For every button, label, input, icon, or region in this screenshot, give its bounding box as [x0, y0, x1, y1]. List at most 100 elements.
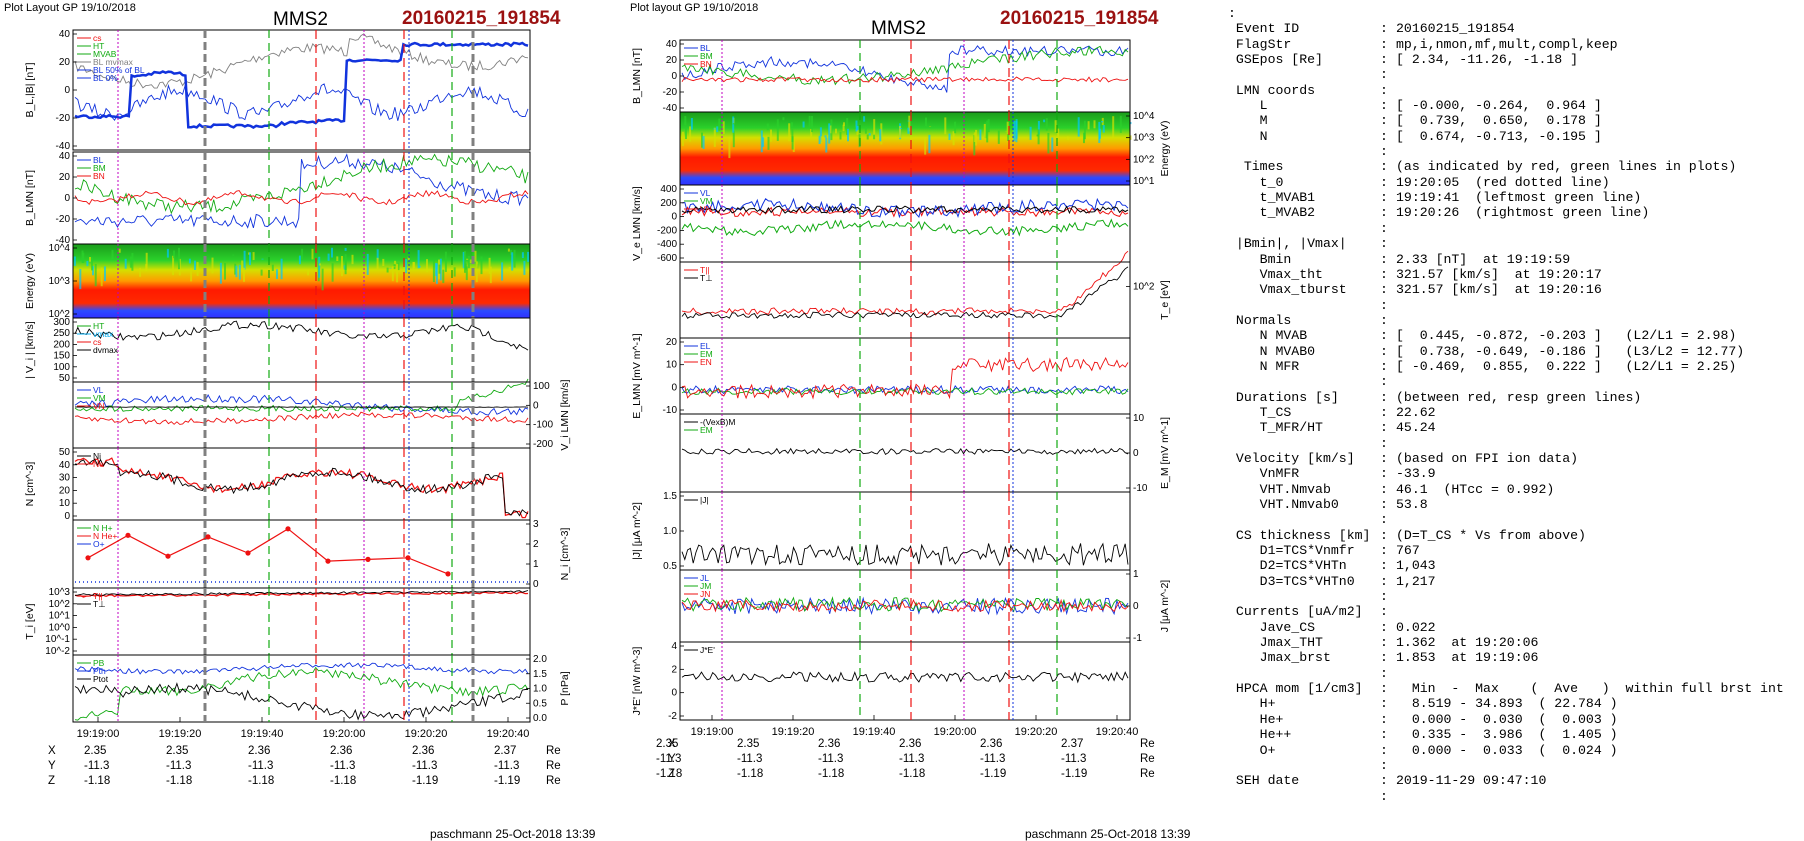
left-panel-8-tick-label: 10^3 — [49, 587, 71, 598]
left-density-point — [165, 553, 171, 559]
coord-label: Z — [668, 768, 676, 780]
left-panel-4-trace-1 — [74, 320, 529, 351]
info-line: Event ID:20160215_191854 — [1228, 21, 1798, 36]
info-value: (based on FPI ion data) — [1396, 450, 1579, 466]
info-colon: : — [1380, 174, 1388, 190]
info-line: VHT.Nmvab0:53.8 — [1228, 497, 1798, 512]
coord-value: 2.35 — [656, 738, 679, 750]
left-panel-1-tick-label: -40 — [56, 141, 71, 152]
right-panel-7-ylabel: |J| [μA m^-2] — [631, 502, 643, 560]
info-key: GSEpos [Re] — [1228, 52, 1323, 68]
info-line: T_MFR/HT:45.24 — [1228, 420, 1798, 435]
left-panel-2-trace-1 — [74, 153, 529, 229]
left-panel-7-ylabel: N_i [cm^-3] — [559, 528, 571, 581]
coord-label: Y — [48, 760, 56, 772]
info-line: LMN coords: — [1228, 83, 1798, 98]
left-panel-1-trace-2 — [74, 41, 529, 129]
info-key: He++ — [1228, 727, 1292, 743]
right-panel-8-legend-item: JM — [700, 581, 711, 591]
info-line: CS thickness [km]: (D=T_CS * Vs from abov… — [1228, 528, 1798, 543]
right-spectrogram-2 — [680, 112, 1130, 185]
coord-value: 2.36 — [412, 745, 435, 757]
info-colon: : — [1380, 52, 1388, 68]
left-plot-header: Plot Layout GP 19/10/2018 — [4, 2, 136, 14]
left-panel-1-legend-item: BL 0% — [93, 73, 118, 83]
info-line: Jmax_THT:1.362 at 19:20:06 — [1228, 635, 1798, 650]
right-panel-8-tick-label: 0 — [1133, 601, 1139, 612]
info-line: t_MVAB1:19:19:41 (leftmost green line) — [1228, 190, 1798, 205]
right-panel-4-legend-item: T⊥ — [700, 273, 713, 283]
left-panel-2-legend-item: BL — [93, 155, 104, 165]
right-panel-9-tick-label: 4 — [671, 641, 677, 652]
info-key: Event ID — [1228, 21, 1300, 37]
info-value: 1.853 at 19:19:06 — [1396, 650, 1539, 666]
left-panel-2-tick-label: 0 — [64, 193, 70, 204]
right-panel-8-legend-item: JN — [700, 589, 710, 599]
left-panel-9-trace-2 — [74, 666, 529, 721]
info-key: Jmax_brst — [1228, 650, 1331, 666]
left-panel-1-tick-label: 40 — [59, 29, 71, 40]
left-panel-6-tick-label: 20 — [59, 485, 71, 496]
info-key: N MFR — [1228, 358, 1300, 374]
coord-value: 2.36 — [980, 738, 1003, 750]
info-value: (between red, resp green lines) — [1396, 389, 1642, 405]
info-colon: : — [1380, 404, 1388, 420]
right-time-tick: 19:19:20 — [772, 726, 815, 738]
right-plot-header: Plot layout GP 19/10/2018 — [630, 2, 759, 14]
left-panel-4-tick-label: 100 — [53, 362, 70, 373]
right-panel-2-ylabel: Energy (eV) — [1159, 120, 1171, 176]
left-panel-4-legend-item: dvmax — [93, 345, 119, 355]
left-time-tick: 19:19:00 — [77, 728, 120, 740]
info-line: D3=TCS*VHTn0:1,217 — [1228, 574, 1798, 589]
info-value: [ 0.739, 0.650, 0.178 ] — [1396, 113, 1602, 129]
info-line: FlagStr: mp,i,nmon,mf,mult,compl,keep — [1228, 37, 1798, 52]
info-key: t_0 — [1228, 174, 1284, 190]
left-panel-9-trace-3 — [74, 682, 529, 721]
left-panel-4-legend-item: vmax — [93, 329, 114, 339]
info-colon: : — [1380, 711, 1388, 727]
info-line: Currents [uA/m2]: — [1228, 604, 1798, 619]
right-panel-6-trace-2 — [681, 447, 1129, 456]
left-panel-9-trace-1 — [74, 662, 529, 675]
left-panel-3-tick-label: 10^4 — [49, 243, 71, 254]
info-colon: : — [1380, 435, 1388, 451]
coord-value: 2.37 — [1061, 738, 1084, 750]
left-spacecraft-title: MMS2 — [273, 9, 328, 30]
info-line: T_CS:22.62 — [1228, 405, 1798, 420]
left-panel-1-legend-item: HT — [93, 41, 104, 51]
coord-value: -1.18 — [84, 775, 111, 787]
info-line: GSEpos [Re]: [ 2.34, -11.26, -1.18 ] — [1228, 52, 1798, 67]
info-key — [1228, 67, 1236, 82]
info-line: Vmax_tburst:321.57 [km/s] at 19:20:16 — [1228, 282, 1798, 297]
info-line: SEH date:2019-11-29 09:47:10 — [1228, 773, 1798, 788]
info-key: T_CS — [1228, 404, 1292, 420]
right-panel-5-tick-label: -10 — [663, 405, 678, 416]
right-panel-3-legend-item: VN — [700, 204, 712, 214]
coord-value: 2.37 — [494, 745, 517, 757]
left-panel-3-tick-label: 10^2 — [49, 309, 71, 320]
right-panel-6-legend-item: EM — [700, 425, 713, 435]
right-panel-6-legend-item: -(VexB)M — [700, 417, 735, 427]
info-colon: : — [1380, 266, 1388, 282]
left-panel-4-tick-label: 150 — [53, 351, 70, 362]
right-panel-4-trace-2 — [681, 266, 1129, 319]
info-value: [ -0.469, 0.855, 0.222 ] (L2/L1 = 2.25) — [1396, 358, 1737, 374]
info-colon: : — [1380, 358, 1388, 374]
right-panel-2-tick-label: 10^1 — [1133, 176, 1155, 187]
info-value: 19:20:05 (red dotted line) — [1396, 174, 1610, 190]
left-panel-5-trace-3 — [74, 411, 529, 425]
left-panel-9-tick-label: 1.5 — [533, 669, 547, 680]
left-panel-9-ylabel: P [nPa] — [559, 671, 571, 705]
left-panel-5-tick-label: -200 — [533, 439, 553, 450]
info-key: N MVAB0 — [1228, 343, 1316, 359]
left-panel-1-tick-label: 20 — [59, 57, 71, 68]
left-panel-1-legend-item: BL 50% of BL — [93, 65, 145, 75]
info-value: 19:20:26 (rightmost green line) — [1396, 205, 1650, 221]
coord-value: -1.18 — [737, 768, 764, 780]
coord-value: -1.18 — [818, 768, 845, 780]
info-key: SEH date — [1228, 773, 1300, 789]
right-panel-3-tick-label: 400 — [660, 184, 677, 195]
